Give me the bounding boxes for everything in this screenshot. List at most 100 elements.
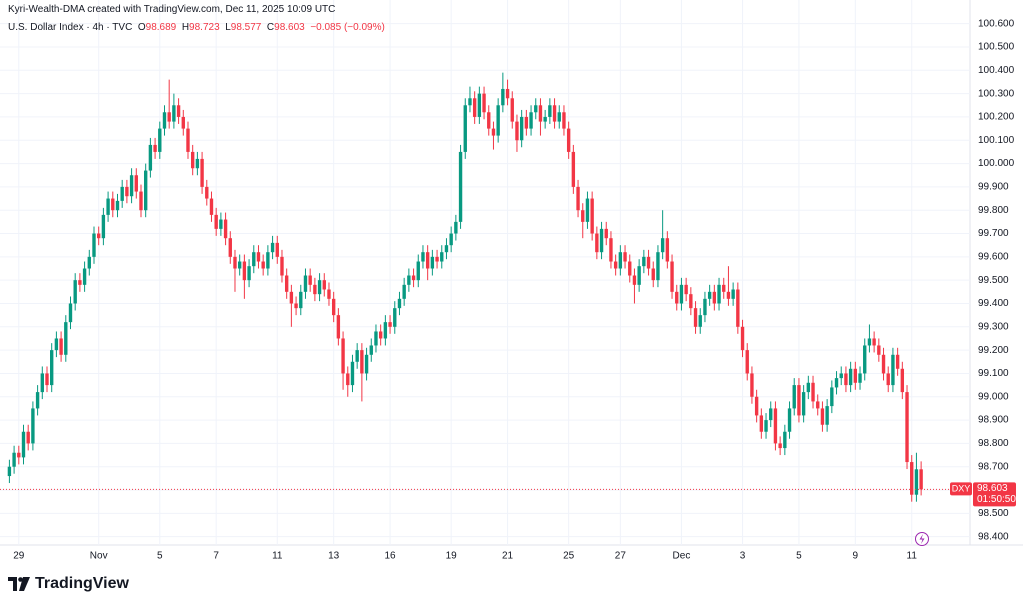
x-tick-label: 19	[446, 551, 458, 562]
candle-body	[501, 88, 505, 106]
ohlc-letter: C	[266, 22, 275, 33]
y-tick-label: 98.500	[978, 508, 1009, 519]
y-tick-label: 99.500	[978, 275, 1009, 286]
price-tag-value: 98.603	[977, 483, 1008, 494]
x-tick-label: 29	[13, 551, 25, 562]
ohlc-value: 98.577	[230, 22, 262, 33]
candle-body	[557, 112, 561, 122]
candle-body	[176, 105, 181, 117]
candle-body	[623, 252, 627, 262]
candle-body	[87, 256, 91, 269]
candle-body	[576, 186, 580, 211]
candle-body	[482, 93, 486, 113]
candle-body	[12, 452, 16, 467]
candle-body	[360, 350, 364, 374]
candle-body	[17, 452, 21, 458]
candle-body	[538, 105, 543, 122]
candle-body	[378, 331, 383, 339]
candle-body	[172, 105, 176, 122]
candle-body	[604, 228, 608, 239]
candle-body	[393, 308, 397, 327]
y-tick-label: 100.100	[978, 135, 1015, 146]
candle-body	[848, 368, 853, 386]
candle-body	[693, 308, 698, 327]
candle-body	[242, 261, 247, 281]
y-tick-label: 99.600	[978, 251, 1009, 262]
candle-body	[632, 275, 637, 285]
candle-body	[148, 144, 153, 171]
candle-body	[228, 238, 232, 257]
x-tick-label: 9	[853, 551, 859, 562]
candle-body	[463, 105, 467, 152]
candle-body	[374, 331, 378, 346]
candle-body	[40, 373, 44, 393]
candle-body	[115, 200, 120, 211]
candle-body	[581, 210, 585, 222]
candle-body	[881, 354, 886, 374]
candle-body	[92, 233, 96, 257]
symbol-tag-text: DXY	[952, 484, 971, 494]
candle-body	[468, 98, 472, 106]
candle-body	[449, 233, 453, 246]
candle-body	[534, 105, 538, 113]
candle-body	[910, 462, 914, 495]
candle-body	[773, 408, 778, 444]
candle-body	[458, 151, 463, 222]
candle-body	[717, 284, 721, 304]
candle-body	[73, 280, 77, 304]
ohlc-letter: H	[181, 22, 190, 33]
candle-body	[736, 289, 740, 327]
candle-body	[421, 252, 425, 262]
candle-body	[811, 382, 815, 402]
candle-body	[571, 151, 576, 187]
candle-body	[820, 408, 825, 425]
candle-body	[336, 315, 341, 339]
x-tick-label: 21	[502, 551, 514, 562]
candle-body	[703, 298, 707, 316]
legend-row: U.S. Dollar Index · 4h · TVC O98.689 H98…	[8, 22, 385, 33]
ohlc-value: 98.603	[274, 22, 305, 33]
candle-body	[524, 116, 529, 129]
candle-body	[613, 261, 618, 269]
candle-body	[223, 219, 228, 239]
candle-body	[275, 242, 279, 257]
y-tick-label: 100.300	[978, 88, 1015, 99]
candle-body	[200, 158, 204, 187]
candle-body	[548, 105, 552, 117]
candle-body	[510, 98, 514, 122]
y-tick-label: 99.400	[978, 298, 1009, 309]
candle-body	[214, 214, 218, 229]
candle-body	[745, 350, 749, 374]
candle-body	[355, 350, 359, 362]
y-tick-label: 98.700	[978, 461, 1009, 472]
candle-body	[407, 275, 411, 285]
candle-body	[383, 322, 388, 339]
candle-body	[327, 289, 331, 299]
x-tick-label: 3	[740, 551, 746, 562]
candle-body	[139, 191, 143, 211]
candle-body	[806, 382, 811, 393]
candle-body	[675, 291, 679, 304]
candle-body	[134, 175, 138, 192]
candle-body	[153, 144, 157, 152]
candle-body	[35, 392, 40, 409]
x-tick-label: 13	[328, 551, 340, 562]
candle-body	[628, 261, 632, 276]
candle-body	[595, 233, 599, 253]
candle-body	[331, 298, 336, 316]
candle-body	[599, 228, 604, 253]
candle-body	[792, 385, 796, 409]
candle-body	[186, 128, 190, 152]
candle-body	[679, 284, 684, 304]
candle-body	[299, 291, 303, 309]
candle-body	[435, 256, 439, 262]
candle-body	[7, 466, 12, 477]
candle-body	[722, 284, 726, 292]
candle-body	[111, 198, 115, 211]
x-tick-label: 11	[272, 551, 283, 562]
candle-body	[759, 415, 764, 432]
ohlc-letter: O	[137, 22, 146, 33]
candle-body	[590, 198, 594, 234]
candle-body	[740, 326, 745, 351]
y-tick-label: 99.100	[978, 368, 1009, 379]
